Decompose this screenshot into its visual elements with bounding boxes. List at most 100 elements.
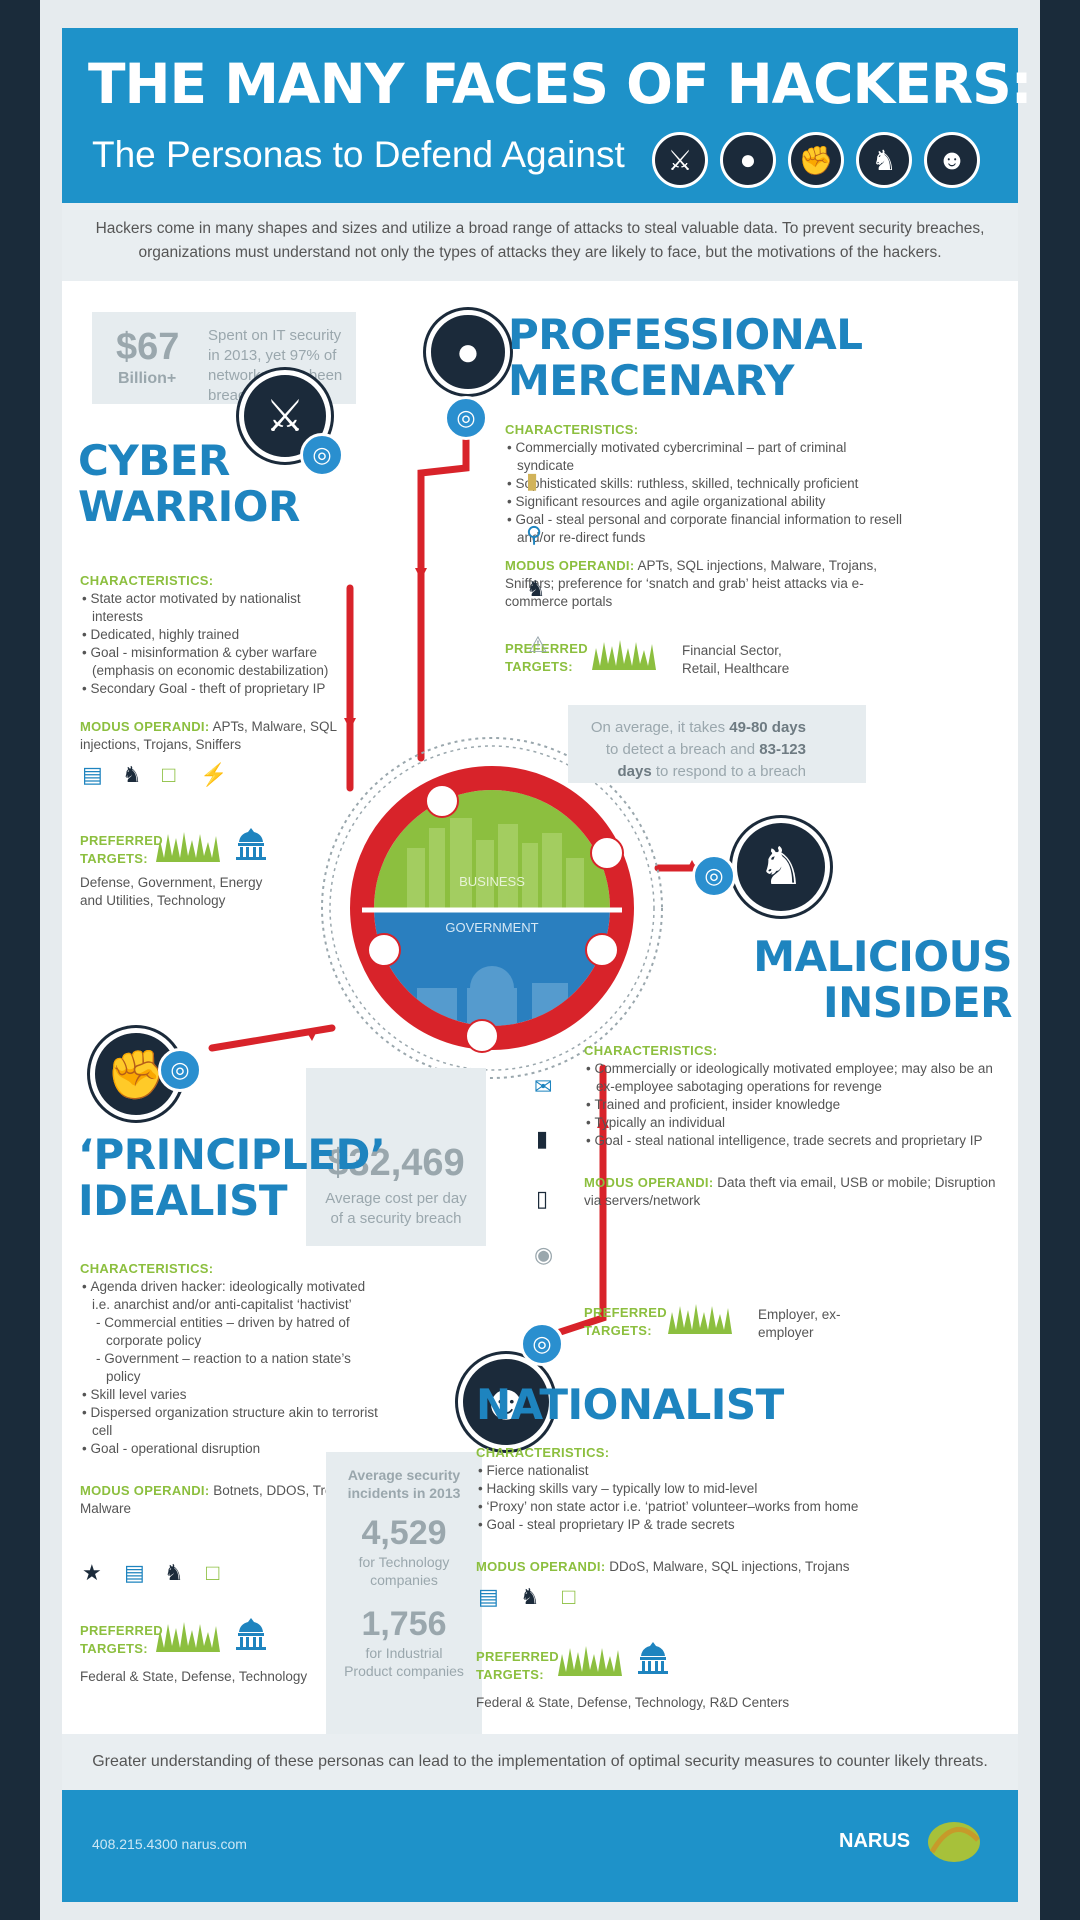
halo-ring [321,737,663,1079]
page-title: THE MANY FACES OF HACKERS: [88,52,1033,116]
list-item: Goal - steal personal and corporate fina… [505,511,905,547]
principled-idealist-title: ‘PRINCIPLED’ IDEALIST [78,1132,386,1225]
list-item: Goal - steal proprietary IP & trade secr… [476,1516,916,1534]
trojan-horse-icon: ♞ [520,1584,540,1609]
malicious-insider-characteristics: Commercially or ideologically motivated … [584,1060,1004,1150]
modus-text: DDoS, Malware, SQL injections, Trojans [605,1559,850,1574]
cyber-warrior-title-line2: WARRIOR [78,482,300,531]
mercenary-portrait: ● [426,310,510,394]
trojan-horse-icon: ♞ [122,762,142,787]
list-item: Skill level varies [80,1386,380,1404]
list-item: Goal - operational disruption [80,1440,380,1458]
brand-name: NARUS [839,1830,911,1852]
preferred-label-1: PREFERRED [584,1305,667,1320]
mercenary-title-line1: PROFESSIONAL [508,310,863,359]
nationalist-targets: Federal & State, Defense, Technology, R&… [476,1695,790,1710]
characteristics-label: CHARACTERISTICS: [505,422,639,437]
list-item: Secondary Goal - theft of proprietary IP [80,680,350,698]
list-item: State actor motivated by nationalist int… [80,590,350,626]
modus-label: MODUS OPERANDI: [584,1175,714,1190]
modus-text: Data theft via email, USB or mobile; Dis… [584,1175,996,1208]
preferred-label-2: TARGETS: [584,1323,652,1338]
preferred-label-1: PREFERRED [80,833,163,848]
list-item: Sophisticated skills: ruthless, skilled,… [505,475,905,493]
list-item: Dedicated, highly trained [80,626,350,644]
mercenary-preferred-label: PREFERRED TARGETS: [505,640,588,676]
mercenary-title: PROFESSIONAL MERCENARY [508,312,863,404]
lightning-icon: ⚡ [200,762,228,787]
cyber-warrior-characteristics: State actor motivated by nationalist int… [80,590,350,698]
badge-icon: □ [162,762,176,787]
list-item: Commercially motivated cybercriminal – p… [505,439,905,475]
grass-icon [668,1304,732,1334]
cyber-warrior-title-line1: CYBER [78,436,230,485]
stat-incidents-tech-number: 4,529 [361,1514,447,1552]
principled-idealist-modus: MODUS OPERANDI: Botnets, DDOS, Trojans, … [80,1482,380,1518]
grass-icon [592,640,656,670]
badge-icon: □ [562,1584,576,1609]
modus-label: MODUS OPERANDI: [80,1483,210,1498]
stat-days-unit: days [617,763,652,780]
modus-text: APTs, Malware, SQL injections, Trojans, … [80,719,337,752]
cyber-warrior-details: CHARACTERISTICS: State actor motivated b… [80,572,350,754]
government-label: GOVERNMENT [445,920,539,935]
modus-text: APTs, SQL injections, Malware, Trojans, … [505,558,878,609]
stat-days-line2: to detect a breach and 83-123 [568,739,806,761]
stat-incidents-ind-text: for Industrial Product companies [344,1645,464,1679]
preferred-label-1: PREFERRED [505,641,588,656]
cyber-warrior-targets: Defense, Government, Energy and Utilitie… [80,875,263,908]
header: THE MANY FACES OF HACKERS: The Personas … [62,28,1033,203]
contact-info: 408.215.4300 narus.com [92,1836,247,1852]
center-graphic [208,434,746,1342]
stat-incidents: Average security incidents in 2013 4,529… [326,1452,482,1734]
principled-idealist-title-line2: IDEALIST [78,1176,287,1225]
globe-icon: ◎ [300,433,344,477]
stat-days-text: to respond to a breach [651,763,806,780]
page-subtitle: The Personas to Defend Against [92,134,625,175]
infographic: THE MANY FACES OF HACKERS: The Personas … [62,28,1033,1902]
preferred-label-1: PREFERRED [476,1649,559,1664]
grass-icon [156,832,220,862]
preferred-label-2: TARGETS: [80,1641,148,1656]
stat-days-line3: days to respond to a breach [568,761,806,783]
nationalist-details: CHARACTERISTICS: Fierce nationalist Hack… [476,1444,916,1576]
grass-icon [156,1622,220,1652]
principled-idealist-targets: Federal & State, Defense, Technology [80,1669,308,1684]
list-sub-item: Commercial entities – driven by hatred o… [80,1314,380,1350]
principled-idealist-characteristics: Agenda driven hacker: ideologically moti… [80,1278,380,1458]
modus-label: MODUS OPERANDI: [80,719,210,734]
malicious-insider-title: MALICIOUS INSIDER [628,934,1012,1026]
email-icon: ✉ [534,1074,553,1099]
characteristics-label: CHARACTERISTICS: [80,573,214,588]
mercenary-characteristics: Commercially motivated cybercriminal – p… [505,439,905,547]
principled-idealist-details: CHARACTERISTICS: Agenda driven hacker: i… [80,1260,380,1518]
business-label: BUSINESS [459,874,525,889]
folder-icon: ▤ [478,1584,499,1609]
persona-icon-row: ⚔ ● ✊ ♞ ☻ [652,132,980,188]
list-item: Fierce nationalist [476,1462,916,1480]
stat-incidents-heading: Average security incidents in 2013 [347,1467,461,1501]
cyber-warrior-title: CYBER WARRIOR [78,438,300,530]
list-item: Trained and proficient, insider knowledg… [584,1096,1004,1114]
magnifier-icon: ⚲ [526,522,543,547]
badge-icon: □ [206,1560,220,1585]
list-item: Typically an individual [584,1114,1004,1132]
credit-card-icon: ▮ [526,468,539,493]
fist-icon: ✊ [788,132,844,188]
preferred-label-1: PREFERRED [80,1623,163,1638]
intro-text: Hackers come in many shapes and sizes an… [62,203,1018,281]
list-item: Dispersed organization structure akin to… [80,1404,380,1440]
preferred-label-2: TARGETS: [476,1667,544,1682]
folder-icon: ▤ [82,762,103,787]
capitol-building-icon [236,828,266,860]
usb-drive-icon: ▮ [536,1126,549,1151]
capitol-building-icon [638,1642,668,1674]
folder-icon: ▤ [124,1560,145,1585]
malicious-insider-portrait: ♞ [732,818,830,916]
list-item: Goal - misinformation & cyber warfare (e… [80,644,350,680]
stat-incidents-ind-number: 1,756 [361,1605,447,1643]
stat-incidents-tech-text: for Technology companies [358,1554,450,1588]
modus-label: MODUS OPERANDI: [505,558,635,573]
trojan-horse-icon: ♞ [526,576,546,601]
stat-days-text: to detect a breach and [605,741,760,758]
